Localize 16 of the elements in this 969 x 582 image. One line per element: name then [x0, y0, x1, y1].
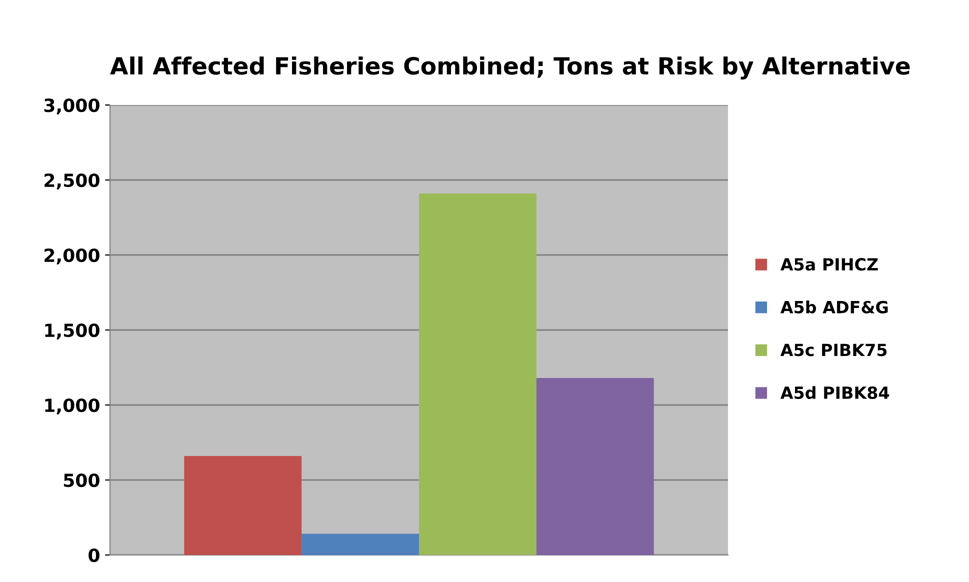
- legend-label: A5a PIHCZ: [780, 258, 878, 271]
- y-tick-label: 0: [88, 548, 100, 562]
- bar: [184, 456, 302, 555]
- chart-title: All Affected Fisheries Combined; Tons at Risk by Alternative: [110, 56, 910, 80]
- bar: [419, 194, 536, 555]
- y-tick-label: 2,500: [44, 173, 100, 190]
- bar: [536, 378, 654, 555]
- legend-label: A5d PIBK84: [780, 386, 890, 400]
- legend-label: A5c PIBK75: [780, 344, 887, 356]
- y-tick-label: 500: [64, 473, 100, 488]
- y-tick-label: 2,000: [44, 248, 100, 264]
- y-tick-label: 3,000: [44, 98, 100, 114]
- legend-label: A5b ADF&G: [780, 300, 888, 314]
- y-tick-label: 1,500: [45, 323, 100, 340]
- bar: [302, 534, 419, 555]
- y-tick-label: 1,000: [45, 398, 100, 414]
